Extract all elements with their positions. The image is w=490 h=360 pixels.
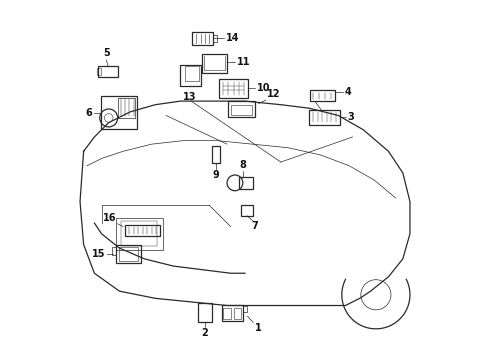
Bar (241, 205, 253, 216)
Text: 4: 4 (344, 87, 351, 97)
Text: 15: 15 (92, 249, 105, 259)
Bar (180, 65, 201, 86)
Bar (118, 98, 135, 118)
Text: 5: 5 (103, 49, 110, 58)
Text: 13: 13 (183, 93, 196, 103)
Bar (112, 247, 116, 255)
Text: 8: 8 (240, 160, 246, 170)
Text: 2: 2 (201, 328, 208, 338)
Bar (192, 32, 213, 45)
Bar (219, 79, 248, 98)
Bar (116, 218, 163, 250)
Text: 1: 1 (255, 323, 262, 333)
Bar (197, 303, 212, 322)
Bar (231, 105, 252, 116)
Bar (98, 66, 119, 77)
Bar (185, 66, 199, 81)
Text: 14: 14 (226, 33, 240, 43)
Bar (202, 54, 227, 73)
Bar (101, 96, 137, 129)
Bar (122, 221, 157, 246)
Bar (234, 308, 242, 319)
Bar (222, 305, 243, 321)
Text: 12: 12 (267, 89, 281, 99)
Text: 16: 16 (103, 213, 116, 223)
Bar (228, 102, 255, 117)
Bar (116, 244, 141, 263)
Bar (125, 225, 160, 235)
Text: 3: 3 (347, 112, 354, 122)
Bar (97, 68, 101, 75)
Text: 10: 10 (256, 83, 270, 93)
Bar (214, 35, 217, 41)
Bar (243, 306, 247, 312)
Bar (223, 308, 231, 319)
Text: 11: 11 (237, 57, 250, 67)
Bar (310, 90, 335, 102)
Text: 9: 9 (213, 170, 220, 180)
Text: 7: 7 (252, 221, 258, 231)
Bar (239, 177, 252, 189)
Bar (119, 247, 138, 261)
Text: 6: 6 (85, 108, 92, 118)
Bar (212, 145, 220, 163)
Bar (309, 110, 341, 125)
